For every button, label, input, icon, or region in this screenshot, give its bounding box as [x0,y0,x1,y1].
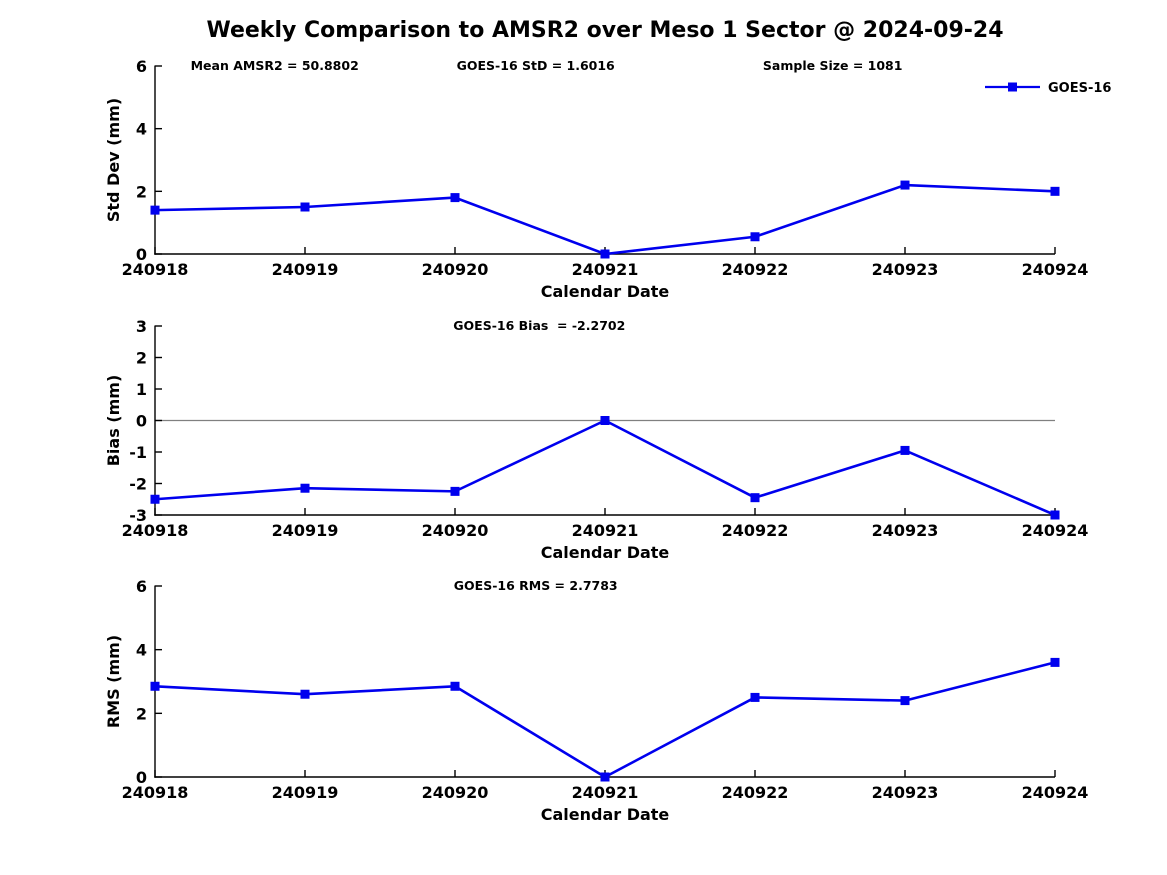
data-point-marker [300,689,310,699]
x-tick-label: 240922 [722,783,789,802]
data-point-marker [900,445,910,455]
data-point-marker [450,681,460,691]
y-tick-label: 0 [136,245,147,264]
y-tick-label: 2 [136,182,147,201]
legend-marker [1008,82,1017,92]
x-tick-label: 240920 [422,521,489,540]
x-tick-label: 240923 [872,521,939,540]
y-tick-label: 3 [136,317,147,336]
x-tick-label: 240918 [122,783,189,802]
y-axis-label: Bias (mm) [104,375,123,467]
series-line [153,419,1057,517]
data-point-marker [750,692,760,702]
data-point-marker [450,486,460,496]
annotation-text: GOES-16 Bias = -2.2702 [453,318,625,333]
y-tick-label: 4 [136,641,147,660]
y-tick-label: 2 [136,704,147,723]
x-axis-label: Calendar Date [541,805,670,824]
data-point-marker [900,180,910,190]
annotation-text: GOES-16 RMS = 2.7783 [454,578,618,593]
data-point-marker [450,193,460,203]
x-axis-label: Calendar Date [541,282,670,301]
data-point-marker [150,205,160,215]
subplot-std-dev-panel: 0 2 4 6 240918 240919 240920 240921 240922 240923… [104,57,1088,301]
x-tick-label: 240920 [422,783,489,802]
series-line [153,661,1057,779]
y-tick-label: 1 [136,380,147,399]
y-tick-label: 6 [136,577,147,596]
data-point-marker [300,202,310,212]
y-tick-label: 6 [136,57,147,76]
x-tick-label: 240919 [272,783,339,802]
data-point-marker [300,483,310,493]
data-point-marker [750,232,760,242]
legend-label: GOES-16 [1048,81,1111,96]
x-tick-label: 240922 [722,521,789,540]
x-tick-label: 240921 [572,783,639,802]
annotation-text: GOES-16 StD = 1.6016 [457,58,615,73]
data-point-marker [1050,510,1060,520]
x-tick-label: 240924 [1022,260,1089,279]
data-point-marker [150,494,160,504]
series-line [153,183,1057,256]
x-tick-label: 240920 [422,260,489,279]
annotation-text: Sample Size = 1081 [763,58,903,73]
data-point-marker [600,416,610,425]
x-tick-label: 240923 [872,260,939,279]
figure-title: Weekly Comparison to AMSR2 over Meso 1 S… [206,18,1004,43]
data-point-marker [1050,186,1060,196]
y-tick-label: -3 [129,506,147,525]
y-axis-label: Std Dev (mm) [104,98,123,222]
x-tick-label: 240919 [272,260,339,279]
x-axis-label: Calendar Date [541,543,670,562]
x-tick-label: 240921 [572,260,639,279]
data-point-marker [600,249,610,259]
y-tick-label: 4 [136,120,147,139]
subplot-rms-panel: 0 2 4 6 240918 240919 240920 240921 240922 240923… [104,577,1088,824]
y-tick-label: -1 [129,443,147,462]
x-tick-label: 240918 [122,521,189,540]
x-tick-label: 240924 [1022,521,1089,540]
data-point-marker [150,681,160,691]
x-tick-label: 240924 [1022,783,1089,802]
y-tick-label: 2 [136,349,147,368]
x-tick-label: 240921 [572,521,639,540]
data-point-marker [600,772,610,782]
x-tick-label: 240922 [722,260,789,279]
x-tick-label: 240918 [122,260,189,279]
y-tick-label: -2 [129,475,147,494]
x-tick-label: 240923 [872,783,939,802]
y-axis-label: RMS (mm) [104,635,123,728]
y-tick-label: 0 [136,412,147,431]
data-point-marker [1050,657,1060,667]
annotation-text: Mean AMSR2 = 50.8802 [191,58,359,73]
data-point-marker [750,493,760,503]
x-tick-label: 240919 [272,521,339,540]
legend: GOES-16 [985,81,1111,96]
subplot-bias-panel: -3 -2 -1 0 1 2 3 240918 240919 240920 240921 240922… [104,317,1088,562]
data-point-marker [900,696,910,706]
y-tick-label: 0 [136,768,147,787]
